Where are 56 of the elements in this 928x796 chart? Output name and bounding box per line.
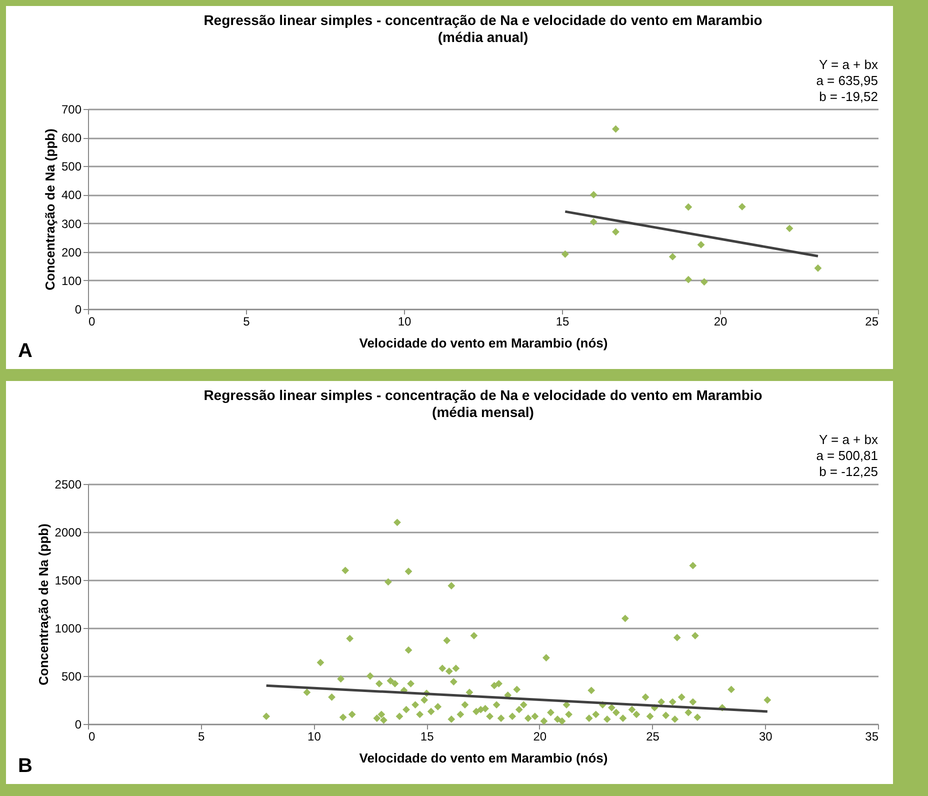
y-tick-label: 400 <box>61 188 82 202</box>
point <box>738 203 746 210</box>
x-tick-label: 15 <box>420 730 434 744</box>
point <box>590 218 598 226</box>
x-tick-label: 25 <box>865 314 879 328</box>
text: Y = a + bx <box>818 57 878 72</box>
y-tick-label: 0 <box>74 302 82 316</box>
x-tick-label: 5 <box>198 730 206 744</box>
text: b = -12,25 <box>819 464 878 479</box>
chart-subtitle: (média mensal) <box>432 404 534 420</box>
y-axis-title: Concentração de Na (ppb) <box>36 524 51 686</box>
x-tick-label: 15 <box>556 314 570 328</box>
x-tick-label: 5 <box>243 314 250 328</box>
x-tick-label: 0 <box>88 314 96 328</box>
x-tick-label: 10 <box>308 730 322 744</box>
point <box>684 203 692 211</box>
x-tick-label: 35 <box>865 730 879 744</box>
chart-title: Regressão linear simples - concentração de Na e velocidade do vento em Marambio <box>204 12 762 28</box>
point <box>590 191 598 198</box>
text: b = -19,52 <box>819 89 878 104</box>
y-tick-label: 2000 <box>54 526 82 540</box>
text: Y = a + bx <box>818 432 878 447</box>
y-tick-label: 700 <box>61 102 82 116</box>
chart-subtitle: (média anual) <box>438 29 528 45</box>
x-tick-label: 20 <box>533 730 547 744</box>
point <box>697 241 705 248</box>
y-tick-label: 2500 <box>54 478 82 492</box>
text: a = 635,95 <box>816 73 878 88</box>
y-tick-label: 500 <box>61 160 82 174</box>
x-tick-label: 10 <box>398 314 412 328</box>
chart-title: Regressão linear simples - concentração de Na e velocidade do vento em Marambio <box>204 387 762 403</box>
x-axis-title: Velocidade do vento em Marambio (nós) <box>359 750 608 766</box>
point <box>668 253 676 260</box>
y-tick-label: 1000 <box>54 622 82 636</box>
x-tick-label: 30 <box>758 730 773 744</box>
text: A <box>18 340 32 362</box>
point <box>561 250 569 258</box>
x-tick-label: 20 <box>714 314 728 328</box>
point <box>700 278 708 286</box>
y-tick-label: 500 <box>61 670 82 684</box>
point <box>786 224 794 232</box>
y-tick-label: 300 <box>61 216 82 231</box>
point <box>684 276 692 284</box>
x-tick-label: 0 <box>88 730 96 744</box>
x-tick-label: 25 <box>646 730 660 744</box>
text: B <box>18 755 32 777</box>
y-tick-label: 600 <box>61 131 82 146</box>
y-tick-label: 1500 <box>54 574 82 588</box>
y-axis-title: Concentração de Na (ppb) <box>42 128 58 290</box>
x-axis-title: Velocidade do vento em Marambio (nós) <box>359 336 608 350</box>
y-tick-label: 100 <box>61 274 82 288</box>
point <box>814 264 822 272</box>
y-tick-label: 0 <box>74 718 82 732</box>
y-tick-label: 200 <box>61 245 82 260</box>
text: a = 500,81 <box>816 448 878 463</box>
point <box>612 228 620 236</box>
